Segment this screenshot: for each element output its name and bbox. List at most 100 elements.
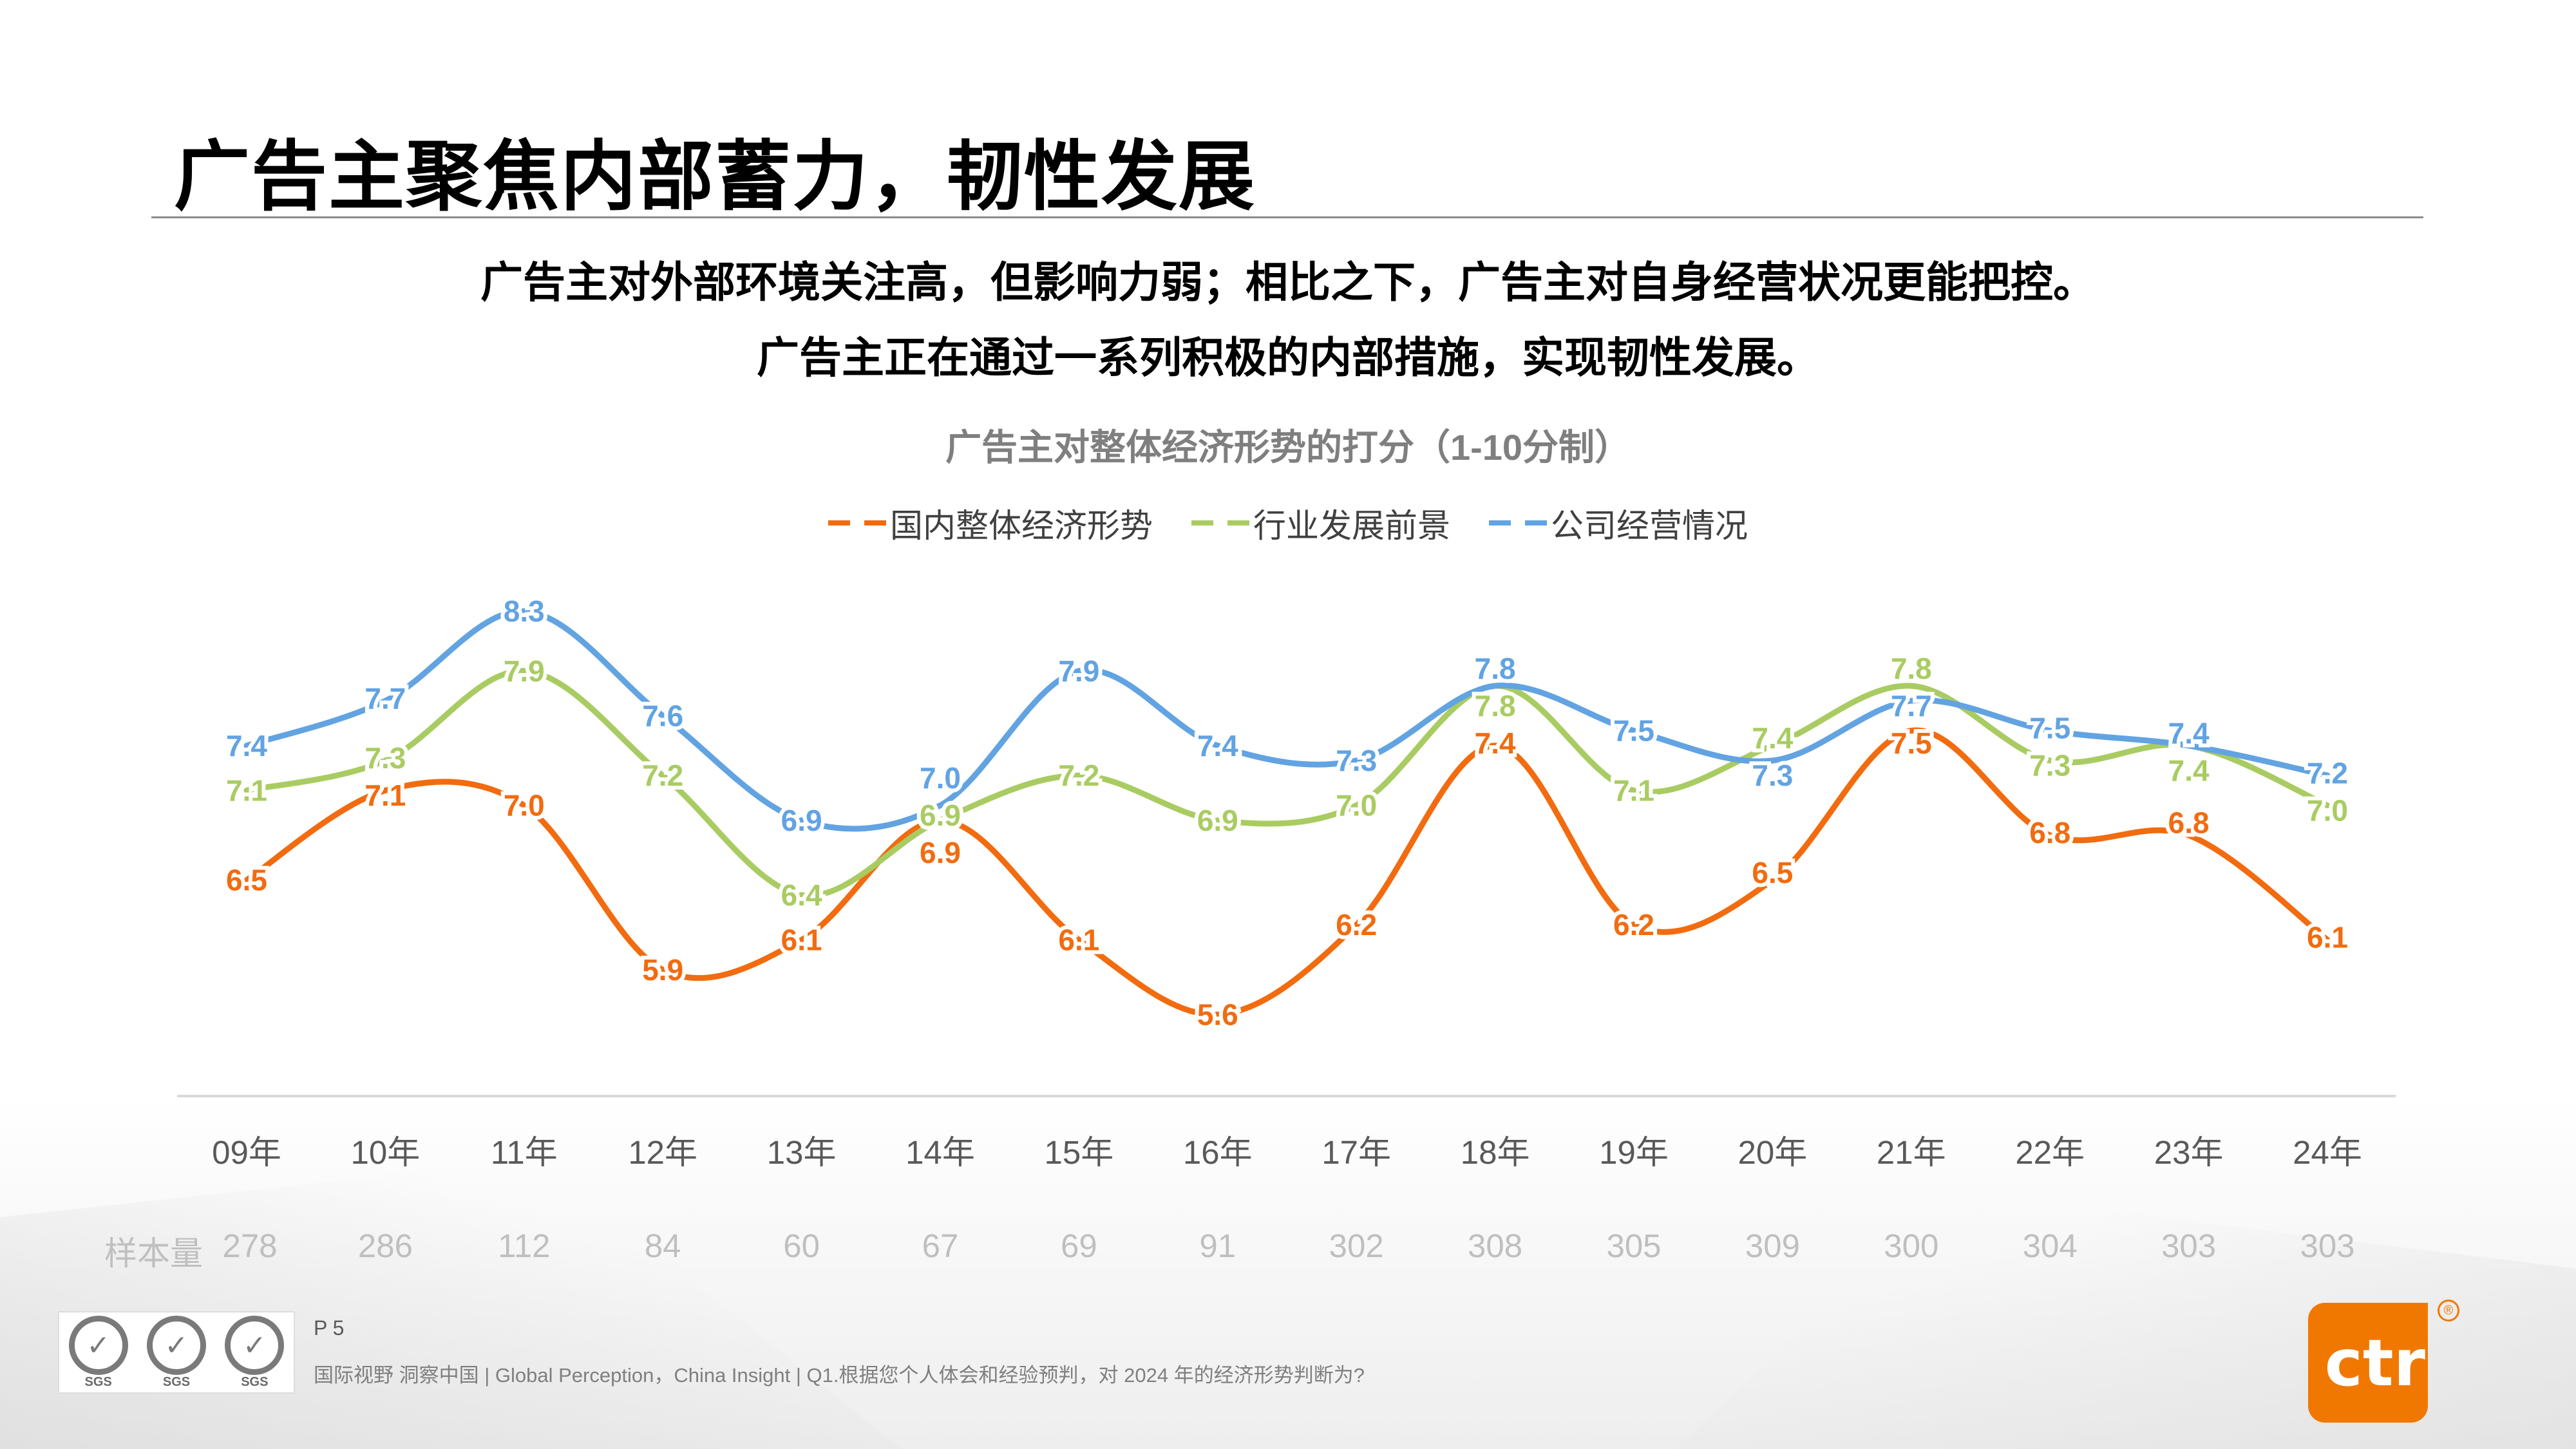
legend-label: 公司经营情况 — [1551, 507, 1748, 544]
data-label: 7.2 — [2307, 756, 2348, 790]
page-title: 广告主聚焦内部蓄力，韧性发展 — [174, 135, 1256, 220]
sgs-badge: ✓ SGS — [146, 1316, 206, 1389]
data-label: 6.9 — [1197, 804, 1238, 837]
sample-size-value: 300 — [1884, 1227, 1939, 1264]
data-label: 6.2 — [1336, 908, 1377, 942]
sgs-badge-text: SGS — [241, 1375, 269, 1389]
sample-size-value: 60 — [783, 1227, 820, 1264]
sample-size-value: 278 — [222, 1227, 278, 1264]
series-line-2 — [243, 608, 2331, 832]
data-label: 7.8 — [1475, 689, 1516, 723]
data-label: 7.1 — [226, 773, 267, 807]
legend-swatch — [1489, 520, 1547, 526]
subtitle-line-2: 广告主正在通过一系列积极的内部措施，实现韧性发展。 — [757, 334, 1819, 381]
legend-swatch — [828, 520, 886, 526]
data-label: 7.7 — [365, 681, 406, 715]
sample-size-value: 302 — [1329, 1227, 1384, 1264]
data-label: 7.1 — [365, 779, 406, 812]
sgs-check-badge-icon: ✓ — [225, 1316, 285, 1375]
data-label: 7.1 — [1613, 773, 1654, 807]
data-label: 6.9 — [920, 836, 961, 869]
x-tick-label: 15年 — [1044, 1134, 1114, 1171]
sgs-badge: ✓ SGS — [68, 1316, 128, 1389]
data-label: 7.2 — [1058, 759, 1099, 792]
data-label: 7.4 — [1197, 729, 1238, 762]
data-label: 7.3 — [1336, 744, 1377, 777]
registered-mark-icon: ® — [2438, 1300, 2459, 1321]
x-tick-label: 10年 — [350, 1134, 421, 1171]
sample-size-value: 308 — [1468, 1227, 1523, 1264]
sgs-badge-text: SGS — [84, 1375, 112, 1389]
data-label: 5.9 — [642, 953, 683, 987]
legend-label: 行业发展前景 — [1253, 507, 1450, 544]
data-label: 7.0 — [2307, 793, 2348, 827]
x-tick-label: 16年 — [1182, 1134, 1253, 1171]
data-label: 7.4 — [1475, 726, 1516, 760]
x-tick-label: 13年 — [766, 1134, 837, 1171]
chart-legend: 国内整体经济形势 行业发展前景 公司经营情况 — [0, 499, 2576, 547]
data-label: 6.8 — [2029, 816, 2070, 849]
sample-size-value: 91 — [1199, 1227, 1236, 1264]
legend-swatch — [1191, 520, 1249, 526]
x-tick-label: 18年 — [1460, 1134, 1530, 1171]
sample-size-label: 样本量 — [104, 1235, 204, 1272]
footer-note: 国际视野 洞察中国 | Global Perception，China Insi… — [314, 1364, 1365, 1387]
x-tick-label: 19年 — [1599, 1134, 1669, 1171]
data-label: 7.4 — [226, 729, 267, 762]
x-tick-label: 17年 — [1321, 1134, 1392, 1171]
title-divider — [151, 216, 2423, 218]
data-label: 6.8 — [2168, 806, 2210, 840]
sgs-check-badge-icon: ✓ — [146, 1316, 206, 1375]
series-line-0 — [243, 727, 2331, 1018]
x-tick-label: 22年 — [2015, 1134, 2085, 1171]
data-label: 7.3 — [2029, 749, 2070, 782]
sample-size-value: 67 — [922, 1227, 959, 1264]
data-label: 7.2 — [642, 759, 683, 792]
sample-size-value: 309 — [1745, 1227, 1800, 1264]
sample-size-value: 112 — [498, 1227, 551, 1264]
data-label: 7.4 — [1752, 721, 1793, 755]
legend-item: 公司经营情况 — [1489, 499, 1748, 547]
sample-size-value: 304 — [2022, 1227, 2078, 1264]
data-label: 7.5 — [1891, 726, 1932, 760]
data-label: 7.8 — [1475, 652, 1516, 685]
data-label: 6.9 — [920, 799, 961, 832]
ctr-logo: ctr — [2308, 1303, 2428, 1423]
data-label: 7.3 — [1752, 759, 1793, 792]
data-label: 6.5 — [1752, 856, 1793, 889]
x-tick-label: 09年 — [212, 1134, 281, 1171]
data-label: 6.5 — [226, 864, 267, 897]
data-label: 6.4 — [781, 878, 822, 912]
x-tick-label: 20年 — [1738, 1134, 1808, 1171]
subtitle-line-1: 广告主对外部环境关注高，但影响力弱；相比之下，广告主对自身经营状况更能把控。 — [480, 258, 2096, 306]
data-label: 7.8 — [1891, 652, 1932, 685]
data-label: 7.9 — [504, 654, 545, 688]
data-label: 7.9 — [1058, 654, 1099, 688]
data-label: 6.1 — [781, 923, 822, 956]
x-tick-label: 12年 — [628, 1134, 698, 1171]
series-line-1 — [243, 668, 2331, 899]
x-tick-label: 21年 — [1876, 1134, 1946, 1171]
data-label: 8.3 — [504, 594, 545, 628]
sample-size-value: 286 — [357, 1227, 413, 1264]
sgs-certification-badges: ✓ SGS ✓ SGS ✓ SGS — [58, 1311, 295, 1394]
x-tick-label: 24年 — [2293, 1134, 2362, 1171]
data-label: 7.5 — [1613, 714, 1654, 748]
sample-size-value: 305 — [1606, 1227, 1662, 1264]
legend-label: 国内整体经济形势 — [889, 507, 1153, 544]
data-label: 6.9 — [781, 804, 822, 837]
x-tick-label: 11年 — [490, 1134, 558, 1171]
sgs-badge: ✓ SGS — [225, 1316, 285, 1389]
legend-item: 行业发展前景 — [1191, 499, 1450, 547]
data-label: 5.6 — [1197, 998, 1238, 1031]
data-label: 7.3 — [365, 741, 406, 775]
page-number: P 5 — [314, 1316, 345, 1340]
data-label: 6.1 — [2307, 921, 2348, 954]
sample-size-value: 69 — [1061, 1227, 1097, 1264]
data-label: 7.7 — [1891, 689, 1932, 723]
sample-size-value: 303 — [2300, 1227, 2355, 1264]
sample-size-value: 303 — [2161, 1227, 2217, 1264]
data-label: 6.1 — [1058, 923, 1099, 956]
sample-size-value: 84 — [644, 1227, 681, 1264]
